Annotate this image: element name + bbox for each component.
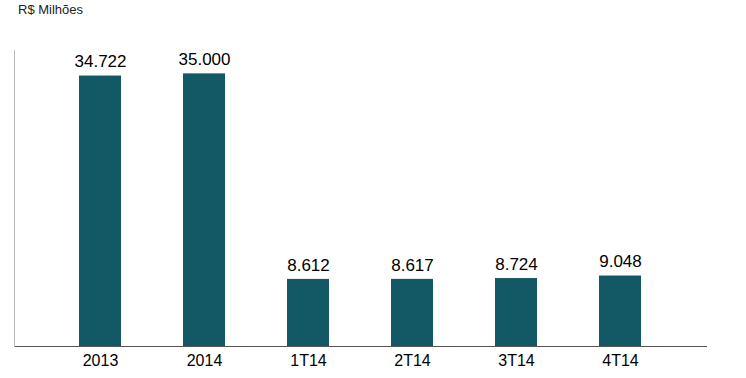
svg-text:2T14: 2T14	[394, 352, 431, 369]
svg-text:34.722: 34.722	[75, 52, 127, 71]
svg-text:1T14: 1T14	[290, 352, 327, 369]
svg-text:2014: 2014	[187, 352, 223, 369]
svg-text:8.724: 8.724	[495, 255, 538, 274]
svg-text:3T14: 3T14	[498, 352, 535, 369]
svg-text:4T14: 4T14	[602, 352, 639, 369]
svg-text:2013: 2013	[83, 352, 119, 369]
svg-text:8.612: 8.612	[287, 256, 330, 275]
svg-text:9.048: 9.048	[599, 252, 642, 271]
html-text:R$ Milhões: R$ Milhões	[18, 2, 83, 17]
svg-text:8.617: 8.617	[391, 256, 434, 275]
svg-text:35.000: 35.000	[179, 50, 231, 69]
